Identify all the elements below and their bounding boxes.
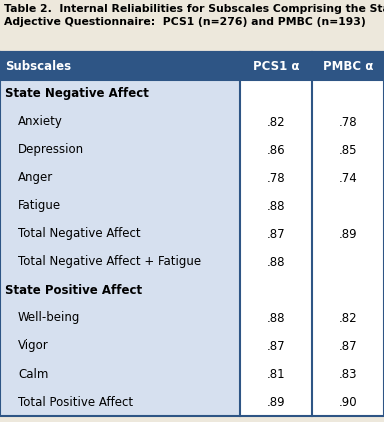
Bar [240, 136, 312, 164]
Bar [240, 360, 312, 388]
Bar [0, 108, 240, 136]
Text: .87: .87 [266, 340, 285, 352]
Text: PMBC α: PMBC α [323, 60, 373, 73]
Bar [312, 360, 384, 388]
Text: .87: .87 [266, 227, 285, 241]
Bar [0, 304, 240, 332]
Bar [0, 164, 240, 192]
Text: Vigor: Vigor [18, 340, 49, 352]
Bar [312, 332, 384, 360]
Text: Total Positive Affect: Total Positive Affect [18, 395, 133, 408]
Bar [0, 332, 240, 360]
Bar [312, 192, 384, 220]
Bar [312, 164, 384, 192]
Bar [312, 80, 384, 108]
Text: .87: .87 [339, 340, 358, 352]
Bar [0, 248, 240, 276]
Bar [0, 136, 240, 164]
Text: .85: .85 [339, 143, 357, 157]
Bar [312, 304, 384, 332]
Text: .82: .82 [266, 116, 285, 129]
Text: .82: .82 [339, 311, 358, 325]
Text: .89: .89 [339, 227, 358, 241]
Text: PCS1 α: PCS1 α [253, 60, 299, 73]
Bar [0, 388, 240, 416]
Bar [240, 52, 312, 80]
Bar [240, 108, 312, 136]
Text: .89: .89 [266, 395, 285, 408]
Bar [0, 276, 240, 304]
Bar [312, 136, 384, 164]
Text: .88: .88 [267, 311, 285, 325]
Bar [240, 80, 312, 108]
Text: Depression: Depression [18, 143, 84, 157]
Bar [0, 192, 240, 220]
Bar [240, 332, 312, 360]
Text: State Positive Affect: State Positive Affect [5, 284, 142, 297]
Text: .83: .83 [339, 368, 357, 381]
Bar [240, 248, 312, 276]
Bar [240, 164, 312, 192]
Text: State Negative Affect: State Negative Affect [5, 87, 149, 100]
Bar [0, 220, 240, 248]
Bar [240, 192, 312, 220]
Bar [312, 52, 384, 80]
Text: Anger: Anger [18, 171, 53, 184]
Text: .90: .90 [339, 395, 358, 408]
Text: .88: .88 [267, 200, 285, 213]
Bar [312, 388, 384, 416]
Bar [0, 52, 240, 80]
Bar [312, 220, 384, 248]
Bar [312, 108, 384, 136]
Text: .88: .88 [267, 255, 285, 268]
Text: Table 2.  Internal Reliabilities for Subscales Comprising the State: Table 2. Internal Reliabilities for Subs… [4, 4, 384, 14]
Bar [0, 80, 240, 108]
Bar [312, 248, 384, 276]
Bar [0, 360, 240, 388]
Text: .78: .78 [339, 116, 358, 129]
Text: .81: .81 [266, 368, 285, 381]
Text: Calm: Calm [18, 368, 48, 381]
Bar [312, 276, 384, 304]
Text: Well-being: Well-being [18, 311, 80, 325]
Text: .74: .74 [339, 171, 358, 184]
Bar [240, 276, 312, 304]
Text: .78: .78 [266, 171, 285, 184]
Bar [240, 220, 312, 248]
Text: Total Negative Affect: Total Negative Affect [18, 227, 141, 241]
Text: Adjective Questionnaire:  PCS1 (n=276) and PMBC (n=193): Adjective Questionnaire: PCS1 (n=276) an… [4, 17, 366, 27]
Text: Fatigue: Fatigue [18, 200, 61, 213]
Bar [0, 0, 384, 52]
Bar [240, 388, 312, 416]
Bar [240, 304, 312, 332]
Text: .86: .86 [266, 143, 285, 157]
Text: Total Negative Affect + Fatigue: Total Negative Affect + Fatigue [18, 255, 201, 268]
Text: Subscales: Subscales [5, 60, 71, 73]
Text: Anxiety: Anxiety [18, 116, 63, 129]
